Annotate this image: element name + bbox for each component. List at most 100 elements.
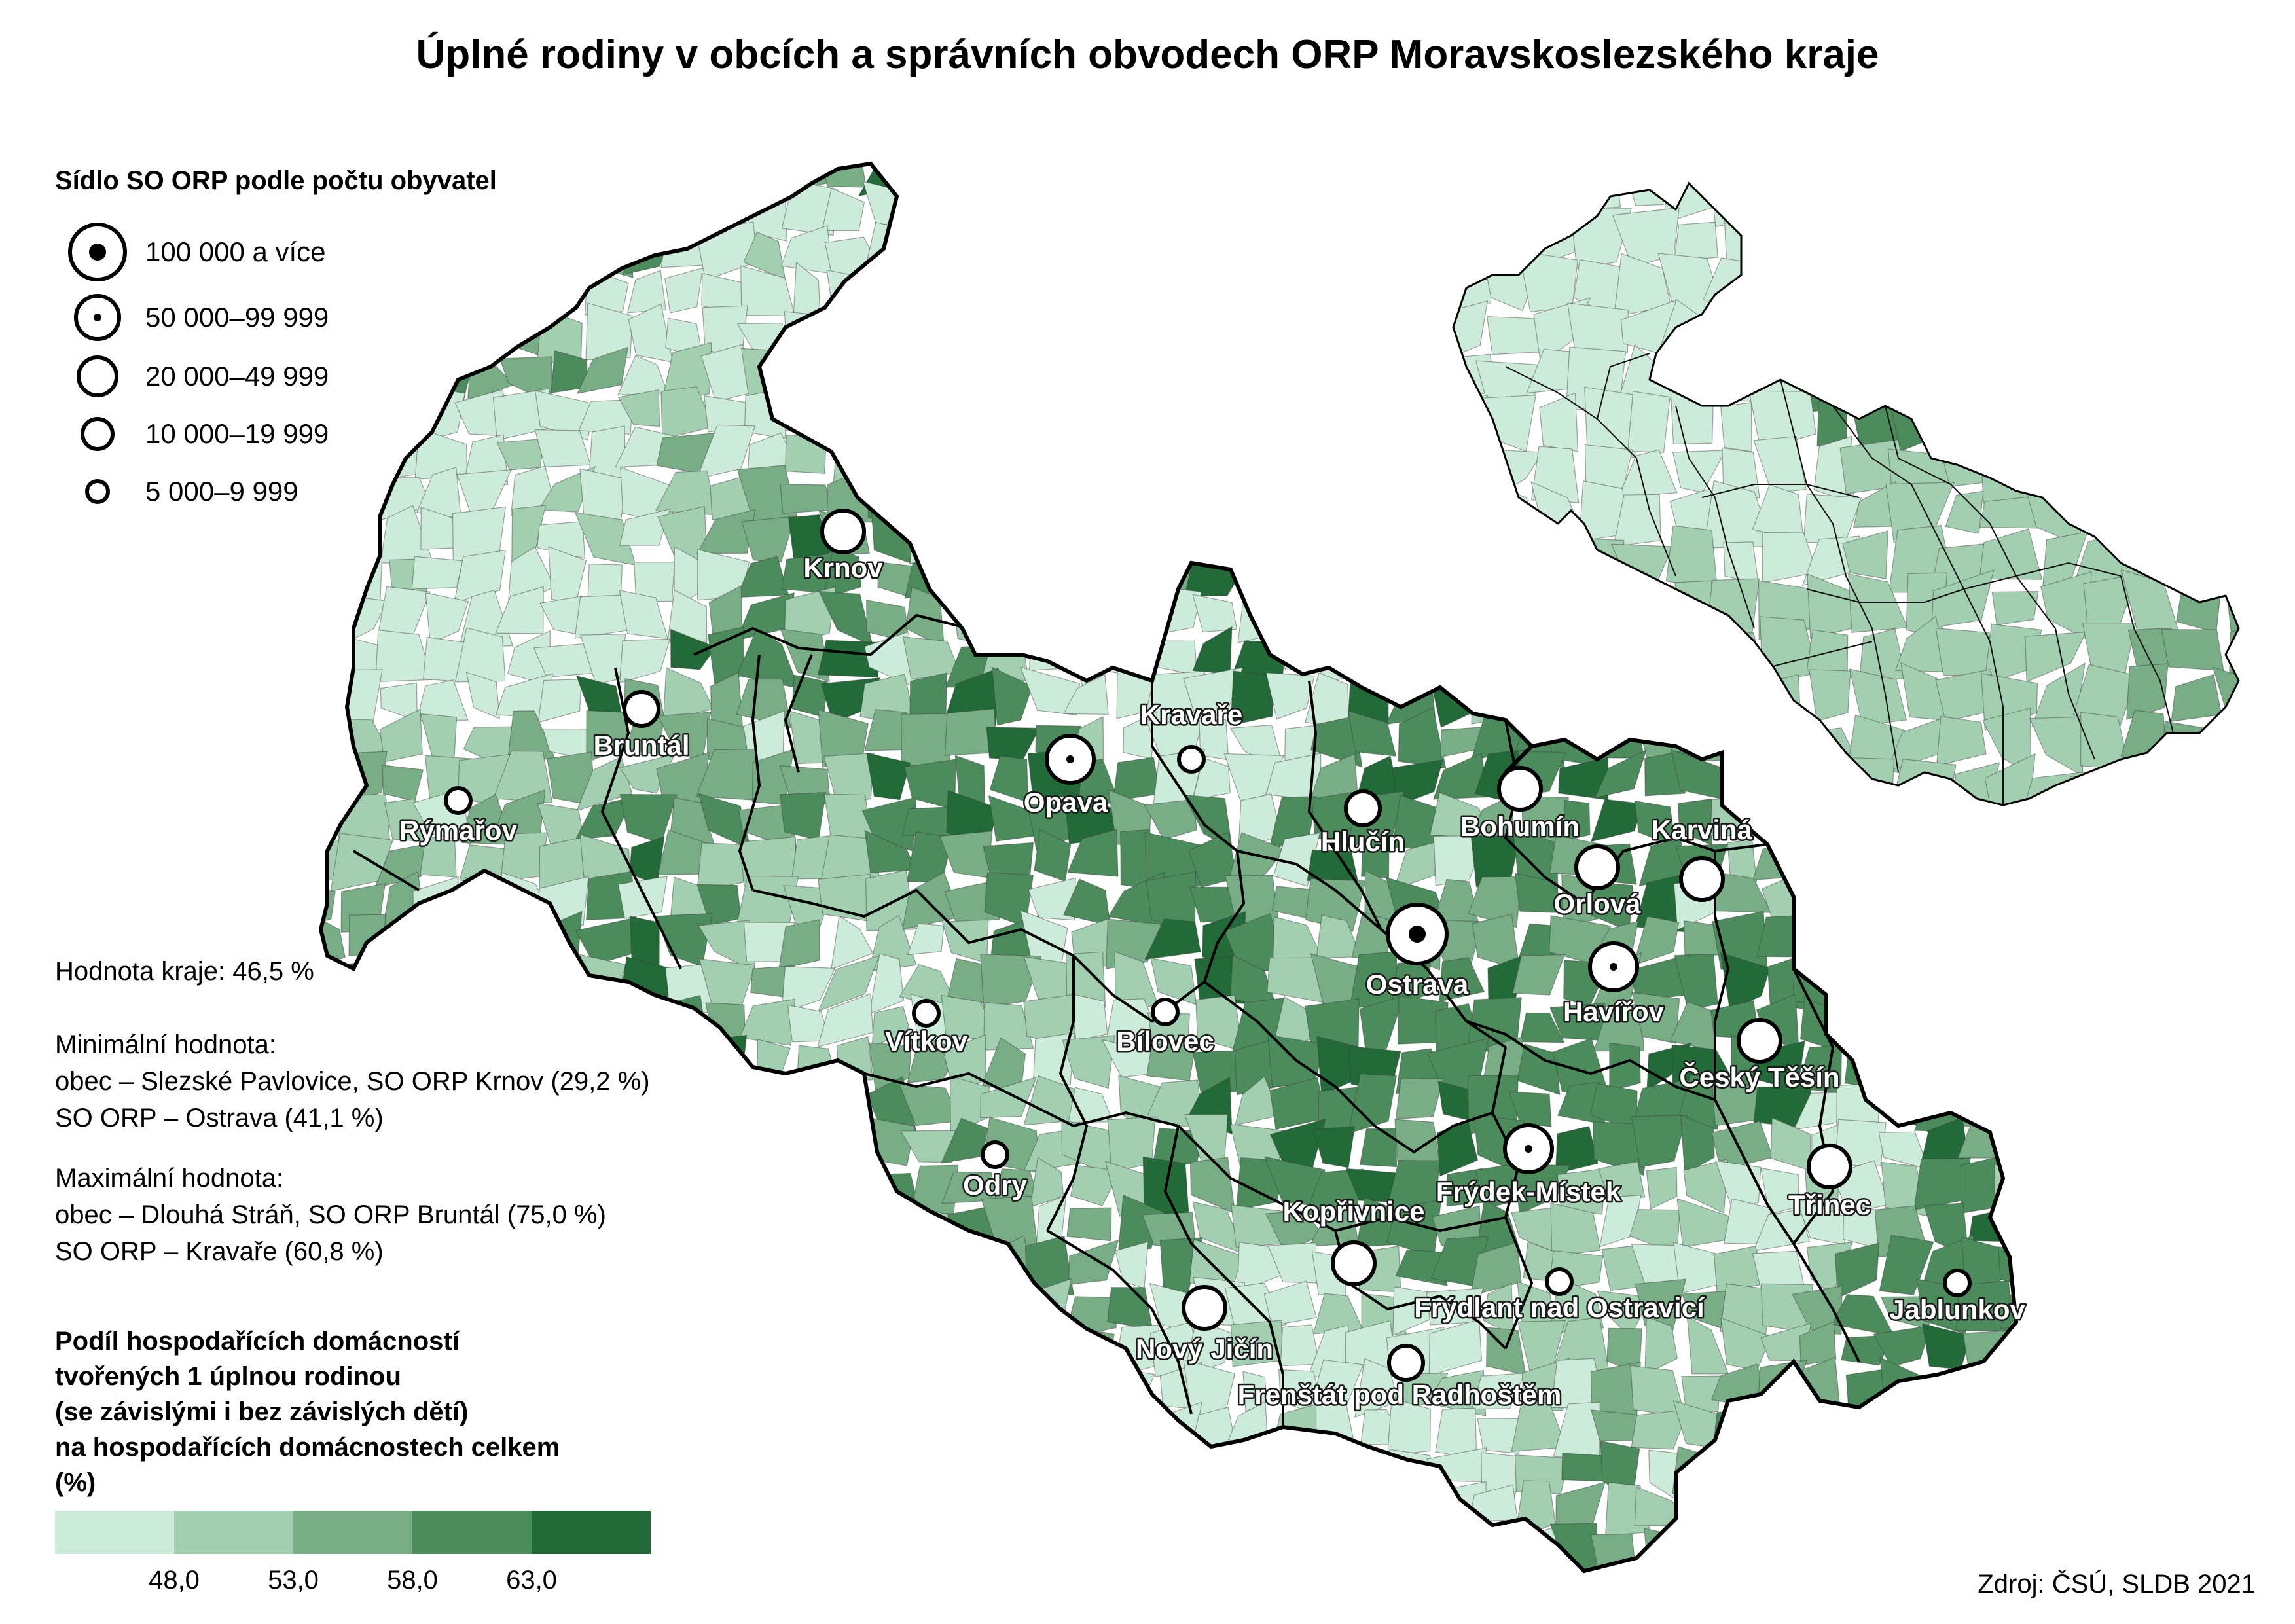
municipality-polygon — [1671, 623, 1709, 671]
municipality-polygon — [345, 505, 376, 554]
municipality-polygon — [1796, 919, 1843, 970]
municipality-polygon — [422, 1279, 475, 1329]
municipality-polygon — [1966, 261, 2002, 307]
municipality-polygon — [1038, 476, 1072, 515]
municipality-polygon — [467, 223, 514, 282]
municipality-polygon — [1991, 591, 2039, 626]
max-obec: obec – Dlouhá Stráň, SO ORP Bruntál (75,… — [55, 1200, 606, 1229]
municipality-polygon — [1996, 225, 2016, 280]
municipality-polygon — [1394, 425, 1447, 486]
municipality-polygon — [411, 556, 464, 590]
city-center-dot-icon — [1525, 1145, 1532, 1153]
municipality-polygon — [1763, 311, 1811, 351]
municipality-polygon — [1968, 1479, 2015, 1540]
municipality-polygon — [905, 426, 956, 486]
max-orp: SO ORP – Kravaře (60,8 %) — [55, 1237, 384, 1266]
municipality-polygon — [1223, 753, 1285, 802]
municipality-polygon — [1800, 1416, 1848, 1447]
municipality-polygon — [1879, 1356, 1932, 1415]
municipality-polygon — [1110, 1443, 1151, 1500]
city-label: Bruntál — [594, 730, 690, 761]
municipality-polygon — [2229, 619, 2239, 683]
city-symbol-icon — [1177, 745, 1206, 774]
municipality-polygon — [344, 194, 388, 236]
municipality-polygon — [987, 389, 1042, 434]
municipality-polygon — [1428, 1318, 1483, 1377]
municipality-polygon — [1705, 662, 1765, 732]
city-label: Bílovec — [1116, 1026, 1214, 1056]
municipality-polygon — [1834, 995, 1879, 1040]
municipality-polygon — [1859, 252, 1900, 316]
municipality-polygon — [542, 728, 595, 761]
city-size-symbol-icon — [85, 479, 110, 504]
municipality-polygon — [382, 765, 424, 802]
municipality-polygon — [1798, 1485, 1834, 1537]
municipality-polygon — [1557, 1168, 1606, 1215]
municipality-polygon — [1513, 181, 1566, 231]
municipality-polygon — [2122, 309, 2182, 347]
municipality-polygon — [1115, 586, 1149, 647]
municipality-polygon — [1887, 296, 1951, 351]
municipality-polygon — [1913, 791, 1976, 848]
municipality-polygon — [1795, 790, 1853, 849]
municipality-polygon — [1931, 569, 1995, 628]
municipality-polygon — [706, 164, 757, 196]
municipality-polygon — [738, 1199, 791, 1248]
city-symbol-icon — [1545, 1267, 1574, 1296]
city-label: Orlová — [1553, 888, 1641, 919]
municipality-polygon — [1887, 352, 1927, 395]
municipality-polygon — [831, 1116, 863, 1176]
municipality-polygon — [1026, 227, 1078, 277]
municipality-polygon — [1104, 345, 1155, 405]
municipality-polygon — [1062, 1035, 1115, 1089]
municipality-polygon — [1359, 1128, 1398, 1168]
municipality-polygon — [2177, 437, 2230, 482]
city-center-dot-icon — [1409, 926, 1426, 943]
municipality-polygon — [1024, 1278, 1072, 1331]
municipality-polygon — [1030, 164, 1079, 192]
municipality-polygon — [2164, 532, 2225, 585]
municipality-polygon — [424, 225, 475, 269]
municipality-polygon — [1280, 1324, 1320, 1367]
municipality-polygon — [1594, 749, 1647, 799]
municipality-polygon — [782, 1281, 837, 1322]
municipality-polygon — [1031, 318, 1079, 348]
city-label: Bohumín — [1460, 811, 1580, 842]
municipality-polygon — [1453, 579, 1491, 635]
municipality-polygon — [2118, 252, 2179, 303]
municipality-polygon — [2118, 183, 2182, 219]
municipality-polygon — [784, 586, 837, 643]
municipality-polygon — [992, 1485, 1039, 1532]
municipality-polygon — [1263, 1280, 1318, 1326]
municipality-polygon — [1632, 164, 1686, 197]
municipality-polygon — [1467, 547, 1523, 604]
municipality-polygon — [913, 1235, 943, 1297]
municipality-polygon — [742, 1083, 789, 1122]
municipality-polygon — [619, 638, 671, 684]
municipality-polygon — [2083, 355, 2128, 397]
municipality-polygon — [1357, 1481, 1409, 1528]
municipality-polygon — [696, 509, 756, 554]
municipality-polygon — [574, 594, 630, 639]
municipality-polygon — [1754, 753, 1805, 805]
municipality-polygon — [873, 346, 914, 405]
municipality-polygon — [701, 1235, 744, 1295]
municipality-polygon — [954, 1440, 996, 1499]
municipality-polygon — [1680, 1115, 1715, 1175]
municipality-polygon — [1530, 617, 1586, 670]
municipality-polygon — [657, 1154, 712, 1206]
municipality-polygon — [870, 1481, 913, 1526]
municipality-polygon — [1470, 1242, 1522, 1297]
municipality-polygon — [1892, 352, 1947, 407]
municipality-polygon — [1762, 1529, 1813, 1571]
municipality-polygon — [1200, 231, 1243, 273]
municipality-polygon — [2206, 799, 2239, 805]
municipality-polygon — [956, 223, 986, 276]
municipality-polygon — [1313, 430, 1366, 482]
municipality-polygon — [2042, 531, 2088, 592]
municipality-polygon — [533, 223, 588, 270]
municipality-polygon — [1980, 183, 2037, 228]
municipality-polygon — [1028, 1443, 1077, 1494]
municipality-polygon — [1801, 262, 1852, 307]
municipality-polygon — [1844, 1045, 1882, 1088]
